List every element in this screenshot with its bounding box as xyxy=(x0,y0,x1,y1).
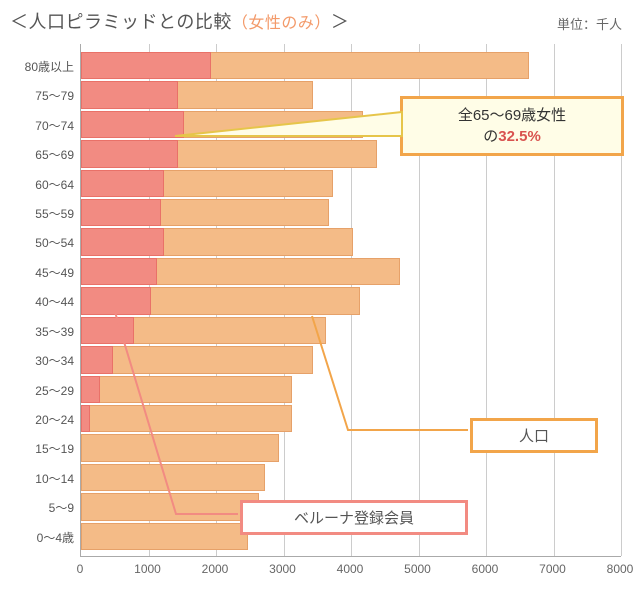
y-tick-label: 55～59 xyxy=(4,205,74,222)
x-tick-label: 2000 xyxy=(202,562,229,576)
unit-label: 単位：千人 xyxy=(557,14,622,33)
bar-row xyxy=(81,374,621,403)
y-tick-label: 20～24 xyxy=(4,411,74,428)
bar-row xyxy=(81,462,621,491)
bar-member xyxy=(81,81,178,108)
y-tick-label: 25～29 xyxy=(4,382,74,399)
bar-row xyxy=(81,197,621,226)
callout-line2: の32.5% xyxy=(417,126,607,147)
x-tick-label: 8000 xyxy=(607,562,634,576)
bar-population xyxy=(81,523,248,550)
bar-row xyxy=(81,226,621,255)
callout-line1: 全65～69歳女性 xyxy=(417,105,607,126)
y-tick-label: 50～54 xyxy=(4,234,74,251)
y-tick-label: 60～64 xyxy=(4,176,74,193)
y-tick-label: 30～34 xyxy=(4,352,74,369)
y-tick-label: 65～69 xyxy=(4,146,74,163)
y-tick-label: 75～79 xyxy=(4,87,74,104)
bar-population xyxy=(81,405,292,432)
bar-row xyxy=(81,50,621,79)
y-tick-label: 40～44 xyxy=(4,293,74,310)
bar-row xyxy=(81,344,621,373)
legend-member: ベルーナ登録会員 xyxy=(240,500,468,535)
x-tick-label: 7000 xyxy=(539,562,566,576)
callout-pct: 32.5 xyxy=(498,128,527,145)
callout-pct-suffix: % xyxy=(527,128,540,145)
y-tick-label: 35～39 xyxy=(4,323,74,340)
y-tick-label: 5～9 xyxy=(4,499,74,516)
bar-population xyxy=(81,493,259,520)
y-tick-label: 45～49 xyxy=(4,264,74,281)
bar-member xyxy=(81,52,211,79)
bar-member xyxy=(81,317,134,344)
x-tick-label: 1000 xyxy=(134,562,161,576)
title-main: ＜人口ピラミッドとの比較 xyxy=(10,12,232,32)
y-tick-label: 0～4歳 xyxy=(4,529,74,546)
x-tick-label: 3000 xyxy=(269,562,296,576)
bar-population xyxy=(81,376,292,403)
y-tick-label: 80歳以上 xyxy=(4,58,74,75)
bar-member xyxy=(81,258,157,285)
chart-title: ＜人口ピラミッドとの比較（女性のみ）＞ xyxy=(10,8,349,34)
bar-row xyxy=(81,315,621,344)
bar-population xyxy=(81,346,313,373)
x-tick-label: 0 xyxy=(77,562,84,576)
y-tick-label: 70～74 xyxy=(4,117,74,134)
bar-member xyxy=(81,111,184,138)
bar-member xyxy=(81,170,164,197)
bar-member xyxy=(81,228,164,255)
y-tick-label: 15～19 xyxy=(4,440,74,457)
bar-population xyxy=(81,434,279,461)
callout-box: 全65～69歳女性 の32.5% xyxy=(400,96,624,156)
bar-member xyxy=(81,376,100,403)
legend-population: 人口 xyxy=(470,418,598,453)
y-tick-label: 10～14 xyxy=(4,470,74,487)
chart-container: ＜人口ピラミッドとの比較（女性のみ）＞ 単位：千人 全65～69歳女性 の32.… xyxy=(0,0,640,599)
bar-row xyxy=(81,256,621,285)
bar-member xyxy=(81,140,178,167)
bar-row xyxy=(81,168,621,197)
bar-member xyxy=(81,405,90,432)
bar-member xyxy=(81,346,113,373)
title-close: ＞ xyxy=(331,12,350,32)
title-sub: （女性のみ） xyxy=(232,15,331,32)
bar-member xyxy=(81,287,151,314)
bar-population xyxy=(81,464,265,491)
bar-row xyxy=(81,285,621,314)
x-tick-label: 5000 xyxy=(404,562,431,576)
x-tick-label: 6000 xyxy=(472,562,499,576)
x-tick-label: 4000 xyxy=(337,562,364,576)
bar-member xyxy=(81,199,161,226)
